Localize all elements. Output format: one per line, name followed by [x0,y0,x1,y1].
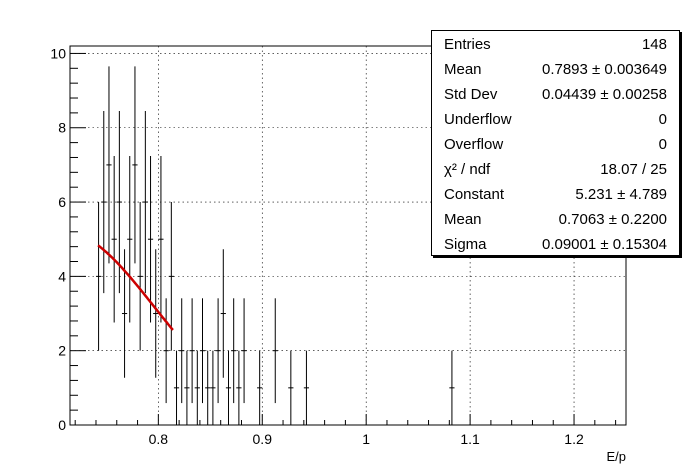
stats-value: 0.04439 ± 0.00258 [541,86,667,103]
y-tick-label: 4 [58,268,66,284]
x-tick-label: 1.2 [564,431,584,447]
gaussian-fit-line [97,244,174,331]
y-tick-label: 8 [58,120,66,136]
stats-row: Constant 5.231 ± 4.789 [444,182,667,207]
data-point [194,350,200,425]
data-point [163,298,169,404]
data-point [449,350,455,425]
data-point [210,350,216,425]
stats-value: 0 [658,136,667,153]
stats-row: Overflow 0 [444,132,667,157]
stats-row: Sigma 0.09001 ± 0.15304 [444,232,667,257]
data-point [142,111,148,294]
stats-label: Sigma [444,236,487,253]
stats-value: 148 [641,36,667,53]
data-point [220,249,226,378]
y-tick-label: 10 [50,45,66,61]
data-point [303,350,310,425]
fit-curve [97,244,174,331]
stats-box: Entries 148 Mean 0.7893 ± 0.003649 Std Dev 0.… [431,30,680,256]
stats-label: Overflow [444,136,504,153]
data-point [168,202,174,351]
data-point [158,155,164,323]
data-point [137,202,143,351]
data-point [106,66,112,264]
y-tick-label: 0 [58,417,66,433]
stats-value: 0.09001 ± 0.15304 [541,236,667,253]
stats-label: Mean [444,211,482,228]
stats-label: Mean [444,61,482,78]
data-point [147,155,154,323]
stats-row: Mean 0.7893 ± 0.003649 [444,57,667,82]
stats-value: 0.7063 ± 0.2200 [558,211,667,228]
stats-label: Underflow [444,111,512,128]
x-tick-label: 1 [362,431,370,447]
data-point [199,298,206,404]
axes: 0.8 0.9 1 1.1 1.2 0 2 4 6 8 10 [50,45,617,447]
data-point [257,350,263,425]
x-axis-label: E/p [606,449,626,464]
x-tick-label: 0.9 [253,431,273,447]
data-point [189,298,195,404]
y-tick-label: 6 [58,194,66,210]
data-points [95,66,455,425]
x-tick-label: 1.1 [460,431,480,447]
data-point [111,155,117,323]
data-point [153,249,159,378]
data-point [173,350,180,425]
stats-row: Entries 148 [444,32,667,57]
stats-value: 18.07 / 25 [600,161,667,178]
data-point [236,350,242,425]
data-point [127,155,133,323]
data-point [205,350,211,425]
data-point [95,202,102,351]
stats-label: χ² / ndf [444,161,491,178]
stats-label: Std Dev [444,86,498,103]
stats-value: 0 [658,111,667,128]
stats-row: Mean 0.7063 ± 0.2200 [444,207,667,232]
stats-label: Entries [444,36,491,53]
x-tick-label: 0.8 [149,431,169,447]
stats-row: Underflow 0 [444,107,667,132]
data-point [241,298,247,404]
stats-label: Constant [444,186,505,203]
stats-row: Std Dev 0.04439 ± 0.00258 [444,82,667,107]
stats-value: 5.231 ± 4.789 [575,186,667,203]
y-tick-label: 2 [58,343,66,359]
data-point [179,298,185,404]
data-point [288,350,294,425]
data-point [101,111,107,294]
data-point [272,298,278,404]
data-point [225,350,232,425]
data-point [215,298,221,404]
data-point [184,350,190,425]
stats-value: 0.7893 ± 0.003649 [541,61,667,78]
data-point [132,66,138,264]
stats-row: χ² / ndf 18.07 / 25 [444,157,667,182]
data-point [116,111,122,294]
data-point [231,298,237,404]
